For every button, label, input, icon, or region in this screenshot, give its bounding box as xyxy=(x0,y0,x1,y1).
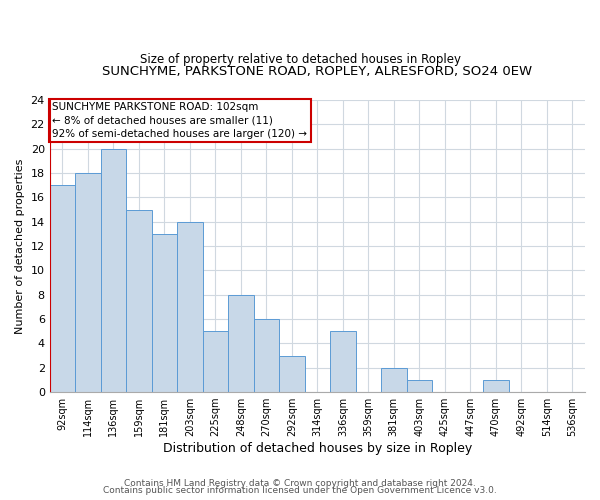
Bar xyxy=(330,331,356,392)
Bar xyxy=(279,356,305,392)
Bar xyxy=(50,185,75,392)
Bar xyxy=(75,173,101,392)
Bar xyxy=(381,368,407,392)
Text: Size of property relative to detached houses in Ropley: Size of property relative to detached ho… xyxy=(139,52,461,66)
Bar xyxy=(177,222,203,392)
Bar xyxy=(407,380,432,392)
Text: Contains HM Land Registry data © Crown copyright and database right 2024.: Contains HM Land Registry data © Crown c… xyxy=(124,478,476,488)
Bar xyxy=(101,148,126,392)
Bar xyxy=(203,331,228,392)
Bar xyxy=(254,319,279,392)
Bar xyxy=(152,234,177,392)
Bar xyxy=(228,294,254,392)
Bar xyxy=(483,380,509,392)
X-axis label: Distribution of detached houses by size in Ropley: Distribution of detached houses by size … xyxy=(163,442,472,455)
Y-axis label: Number of detached properties: Number of detached properties xyxy=(15,158,25,334)
Bar xyxy=(126,210,152,392)
Text: SUNCHYME PARKSTONE ROAD: 102sqm
← 8% of detached houses are smaller (11)
92% of : SUNCHYME PARKSTONE ROAD: 102sqm ← 8% of … xyxy=(52,102,307,139)
Text: Contains public sector information licensed under the Open Government Licence v3: Contains public sector information licen… xyxy=(103,486,497,495)
Title: SUNCHYME, PARKSTONE ROAD, ROPLEY, ALRESFORD, SO24 0EW: SUNCHYME, PARKSTONE ROAD, ROPLEY, ALRESF… xyxy=(102,65,532,78)
